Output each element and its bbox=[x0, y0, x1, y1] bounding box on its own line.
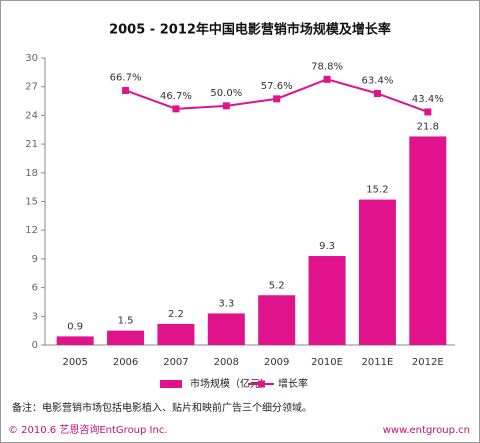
y-tick-label: 21 bbox=[25, 139, 38, 150]
line-marker bbox=[172, 105, 180, 113]
line-label: 63.4% bbox=[362, 76, 394, 87]
y-tick-label: 3 bbox=[32, 311, 38, 322]
line-label: 78.8% bbox=[311, 61, 343, 72]
line-label: 46.7% bbox=[160, 91, 192, 102]
y-tick-label: 0 bbox=[32, 340, 38, 351]
bar bbox=[157, 323, 195, 345]
bar-label: 9.3 bbox=[319, 241, 335, 252]
bar bbox=[56, 336, 94, 345]
bar bbox=[207, 313, 245, 345]
line-marker bbox=[222, 102, 230, 110]
y-tick-label: 18 bbox=[25, 168, 38, 179]
bar bbox=[409, 136, 447, 345]
line-marker bbox=[424, 108, 432, 116]
x-tick-label: 2012E bbox=[412, 357, 444, 368]
legend-label: 市场规模（亿元） bbox=[190, 377, 270, 390]
x-tick-label: 2011E bbox=[362, 357, 394, 368]
line-label: 57.6% bbox=[261, 81, 293, 92]
x-tick-label: 2008 bbox=[214, 357, 239, 368]
source: © 2010.6 艺恩咨询EntGroup Inc. bbox=[8, 423, 168, 436]
x-tick-label: 2009 bbox=[264, 357, 289, 368]
line-label: 66.7% bbox=[110, 72, 142, 83]
bar-label: 15.2 bbox=[366, 185, 388, 196]
x-tick-label: 2005 bbox=[62, 357, 87, 368]
bar-label: 5.2 bbox=[269, 280, 285, 291]
chart-title: 2005 - 2012年中国电影营销市场规模及增长率 bbox=[109, 22, 391, 38]
legend-label: 增长率 bbox=[278, 377, 308, 390]
line-marker bbox=[122, 86, 130, 94]
line-marker bbox=[273, 95, 281, 103]
bar bbox=[258, 295, 296, 345]
bar-label: 1.5 bbox=[118, 316, 134, 327]
line-label: 43.4% bbox=[412, 94, 444, 105]
bar bbox=[308, 256, 346, 345]
y-tick-label: 9 bbox=[32, 254, 38, 265]
legend-swatch bbox=[160, 380, 182, 388]
bar-label: 2.2 bbox=[168, 309, 184, 320]
x-tick-label: 2006 bbox=[113, 357, 138, 368]
website: www.entgroup.cn bbox=[383, 425, 470, 436]
x-tick-label: 2010E bbox=[311, 357, 343, 368]
bar-label: 3.3 bbox=[218, 298, 234, 309]
note: 备注：电影营销市场包括电影植入、贴片和映前广告三个细分领域。 bbox=[12, 401, 312, 414]
line-marker bbox=[323, 75, 331, 83]
legend-swatch bbox=[258, 380, 265, 388]
x-tick-label: 2007 bbox=[163, 357, 188, 368]
line-label: 50.0% bbox=[210, 88, 242, 99]
bar-label: 21.8 bbox=[417, 121, 439, 132]
y-tick-label: 15 bbox=[25, 197, 38, 208]
line-marker bbox=[373, 90, 381, 98]
bar bbox=[107, 330, 145, 345]
y-tick-label: 24 bbox=[25, 110, 38, 121]
y-tick-label: 30 bbox=[25, 53, 38, 64]
bar bbox=[358, 199, 396, 345]
y-tick-label: 6 bbox=[32, 283, 38, 294]
bar-label: 0.9 bbox=[67, 321, 83, 332]
y-tick-label: 12 bbox=[25, 225, 38, 236]
y-tick-label: 27 bbox=[25, 82, 38, 93]
